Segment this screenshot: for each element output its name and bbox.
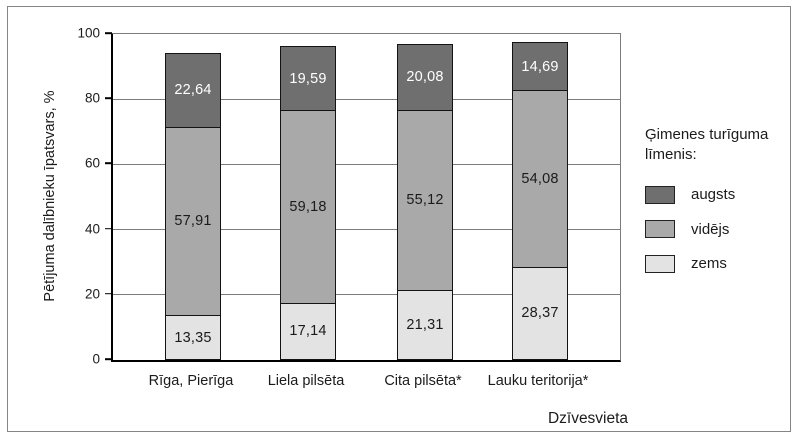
- y-tick-label: 100: [77, 25, 100, 41]
- bar-value-label: 14,69: [521, 58, 559, 75]
- gridline-80: [113, 98, 620, 100]
- legend-item-zems: zems: [645, 254, 800, 273]
- bar-segment-zems: 28,37: [512, 266, 568, 360]
- y-tick-mark: [105, 162, 112, 165]
- bar-value-label: 57,91: [174, 213, 212, 230]
- bar-segment-augsts: 14,69: [512, 41, 568, 92]
- bar-segment-vidējs: 57,91: [165, 126, 221, 317]
- x-category-label: Lauku teritorija*: [487, 373, 589, 389]
- y-tick-mark: [105, 227, 112, 230]
- y-tick-mark: [105, 97, 112, 99]
- y-tick-label: 40: [84, 221, 100, 237]
- gridline-60: [113, 163, 620, 165]
- legend-item-vidējs: vidējs: [645, 220, 800, 238]
- bar-segment-augsts: 20,08: [397, 43, 453, 111]
- x-category-label: Rīga, Pierīga: [148, 373, 234, 389]
- bar-value-label: 21,31: [406, 316, 444, 333]
- bar-value-label: 28,37: [521, 305, 559, 322]
- legend-title: Ģimenes turīguma līmenis:: [645, 126, 769, 164]
- x-category-label: Cita pilsēta*: [384, 373, 462, 389]
- y-tick-mark: [105, 293, 112, 295]
- bar-value-label: 54,08: [521, 170, 559, 187]
- y-tick-label: 80: [84, 90, 100, 106]
- bar-segment-vidējs: 54,08: [512, 89, 568, 268]
- bar-value-label: 20,08: [406, 69, 444, 86]
- y-tick-label: 20: [84, 286, 100, 302]
- bar-segment-augsts: 22,64: [165, 52, 221, 128]
- plot-area: 13,35 57,91 22,64 17,14 59,18 19,59 21,31 55,12…: [111, 33, 621, 362]
- chart-figure-frame: 13,35 57,91 22,64 17,14 59,18 19,59 21,31 55,12…: [7, 6, 791, 432]
- x-category-label: Liela pilsēta: [267, 373, 345, 389]
- bar-segment-zems: 13,35: [165, 315, 221, 360]
- gridline-20: [113, 294, 620, 296]
- bar-segment-augsts: 19,59: [280, 45, 336, 112]
- legend-items: augsts vidējs zems: [645, 185, 800, 273]
- gridline-40: [113, 229, 620, 231]
- y-tick-label: 60: [84, 155, 100, 171]
- legend-swatch-zems: [645, 254, 675, 273]
- legend-swatch-vidējs: [645, 220, 675, 238]
- legend-item-augsts: augsts: [645, 185, 800, 204]
- x-axis-title: Dzīvesvieta: [547, 410, 629, 427]
- y-axis-title: Pētījuma dalībnieku īpatsvars, %: [42, 90, 58, 302]
- bar-segment-vidējs: 59,18: [280, 109, 336, 305]
- bar-value-label: 19,59: [289, 70, 327, 87]
- bar-value-label: 17,14: [289, 323, 327, 340]
- y-tick-mark: [105, 32, 112, 34]
- legend-swatch-augsts: [645, 185, 675, 204]
- bar-segment-zems: 21,31: [397, 289, 453, 360]
- bar-value-label: 22,64: [174, 82, 212, 99]
- bar-value-label: 13,35: [174, 329, 212, 346]
- legend-item-label: zems: [691, 255, 727, 272]
- legend-item-label: augsts: [691, 186, 736, 203]
- bar-segment-vidējs: 55,12: [397, 109, 453, 291]
- y-tick-mark: [105, 358, 112, 360]
- bar-value-label: 55,12: [406, 191, 444, 208]
- legend-item-label: vidējs: [691, 220, 730, 238]
- bar-value-label: 59,18: [289, 198, 327, 215]
- legend: Ģimenes turīguma līmenis: augsts vidējs ze…: [645, 125, 800, 273]
- y-tick-label: 0: [92, 351, 100, 367]
- bar-segment-zems: 17,14: [280, 302, 336, 360]
